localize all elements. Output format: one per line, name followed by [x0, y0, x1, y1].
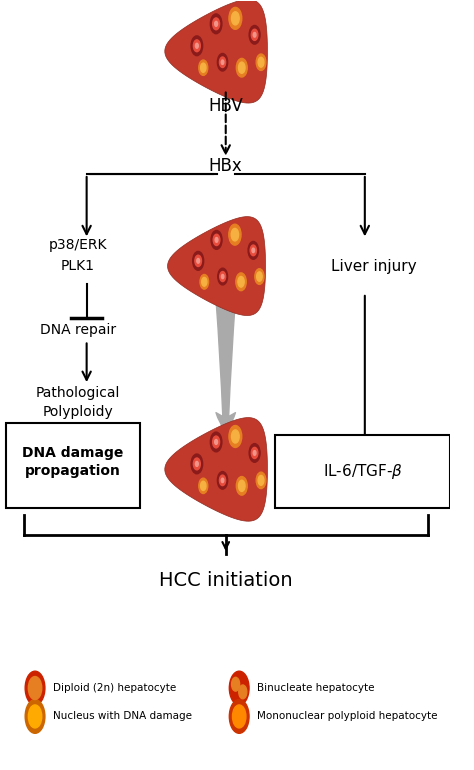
Circle shape [199, 478, 208, 494]
Text: IL-6/TGF-$\beta$: IL-6/TGF-$\beta$ [323, 462, 402, 481]
FancyArrowPatch shape [216, 300, 236, 432]
Circle shape [256, 54, 266, 71]
Circle shape [221, 478, 224, 483]
Circle shape [202, 277, 207, 286]
Polygon shape [165, 417, 267, 521]
Circle shape [200, 274, 209, 289]
Circle shape [201, 481, 206, 490]
Text: Diploid (2n) hepatocyte: Diploid (2n) hepatocyte [53, 683, 176, 693]
Circle shape [220, 272, 226, 282]
Circle shape [219, 57, 226, 68]
Circle shape [252, 248, 255, 253]
Circle shape [229, 700, 249, 733]
Circle shape [231, 430, 239, 443]
Circle shape [249, 444, 260, 462]
Circle shape [192, 252, 204, 270]
Circle shape [215, 22, 218, 26]
Text: Mononuclear polyploid hepatocyte: Mononuclear polyploid hepatocyte [257, 711, 438, 721]
Circle shape [238, 276, 244, 287]
Circle shape [191, 454, 202, 474]
Circle shape [231, 12, 239, 25]
Circle shape [210, 14, 222, 34]
Circle shape [215, 237, 218, 243]
Circle shape [25, 671, 45, 705]
FancyBboxPatch shape [275, 435, 450, 507]
Circle shape [232, 705, 246, 728]
Circle shape [195, 255, 201, 266]
Circle shape [258, 57, 264, 67]
Circle shape [256, 272, 262, 281]
Circle shape [232, 678, 240, 691]
Circle shape [221, 274, 224, 279]
Circle shape [195, 461, 198, 467]
Circle shape [229, 8, 242, 29]
Circle shape [218, 53, 228, 71]
Circle shape [229, 224, 241, 245]
Circle shape [231, 229, 238, 241]
Circle shape [239, 685, 247, 699]
Circle shape [193, 458, 201, 470]
Circle shape [25, 700, 45, 733]
Text: HBx: HBx [209, 157, 243, 176]
Circle shape [253, 32, 256, 37]
Text: DNA damage
propagation: DNA damage propagation [22, 446, 124, 478]
Circle shape [215, 440, 218, 444]
Circle shape [250, 245, 256, 256]
Circle shape [229, 671, 249, 705]
Circle shape [219, 475, 226, 486]
Circle shape [213, 18, 219, 30]
Circle shape [195, 43, 198, 49]
Circle shape [28, 705, 42, 728]
Circle shape [238, 62, 245, 73]
Text: Nucleus with DNA damage: Nucleus with DNA damage [53, 711, 192, 721]
Text: HBV: HBV [209, 98, 243, 116]
Circle shape [213, 234, 220, 246]
Polygon shape [165, 0, 267, 103]
Circle shape [248, 242, 258, 259]
Circle shape [218, 471, 228, 489]
Circle shape [237, 477, 247, 495]
Circle shape [251, 447, 258, 458]
Text: Liver injury: Liver injury [331, 259, 417, 273]
Circle shape [28, 677, 42, 700]
Circle shape [197, 259, 200, 263]
Circle shape [218, 268, 228, 285]
Circle shape [229, 426, 242, 447]
Circle shape [199, 60, 208, 75]
Text: Polyploidy: Polyploidy [42, 405, 113, 419]
Circle shape [193, 40, 201, 52]
Circle shape [258, 475, 264, 485]
Circle shape [211, 230, 222, 249]
Text: p38/ERK: p38/ERK [48, 239, 107, 253]
FancyBboxPatch shape [6, 424, 140, 507]
Text: Binucleate hepatocyte: Binucleate hepatocyte [257, 683, 374, 693]
Text: Pathological: Pathological [36, 386, 120, 400]
Circle shape [191, 36, 202, 55]
Circle shape [210, 432, 222, 452]
Circle shape [213, 436, 219, 448]
Circle shape [237, 59, 247, 77]
Circle shape [251, 29, 258, 40]
Polygon shape [168, 216, 265, 316]
Circle shape [249, 25, 260, 44]
Circle shape [238, 480, 245, 491]
Circle shape [255, 269, 264, 284]
Text: PLK1: PLK1 [61, 259, 95, 273]
Circle shape [253, 450, 256, 455]
Text: HCC initiation: HCC initiation [159, 571, 292, 590]
Text: DNA repair: DNA repair [40, 323, 116, 336]
Circle shape [256, 472, 266, 489]
Circle shape [236, 273, 246, 291]
Circle shape [201, 63, 206, 72]
Circle shape [221, 60, 224, 65]
